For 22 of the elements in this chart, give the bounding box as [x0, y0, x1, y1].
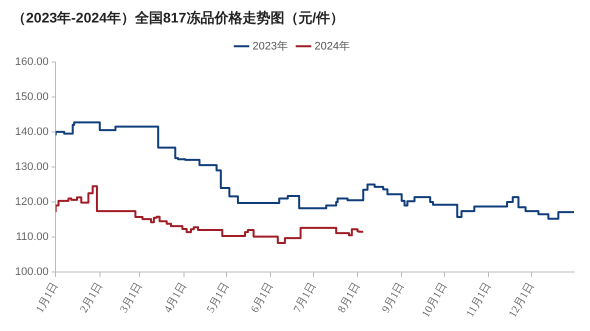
y-tick-label: 130.00 — [14, 160, 49, 173]
y-tick-label: 160.00 — [14, 56, 49, 68]
x-tick-label: 10月1日 — [420, 280, 450, 320]
x-tick-label: 11月1日 — [464, 280, 494, 320]
chart-title: （2023年-2024年）全国817冻品价格走势图（元/件） — [12, 9, 344, 26]
y-tick-label: 150.00 — [14, 90, 49, 103]
x-tick-label: 9月1日 — [380, 280, 407, 315]
x-tick-label: 1月1日 — [34, 280, 61, 315]
y-tick-label: 100.00 — [14, 266, 49, 278]
x-tick-label: 7月1日 — [292, 280, 318, 315]
x-tick-label: 6月1日 — [248, 280, 276, 315]
x-tick-label: 5月1日 — [204, 280, 232, 315]
x-tick-label: 8月1日 — [336, 280, 363, 315]
x-tick-label: 12月1日 — [506, 280, 536, 320]
x-tick-label: 2月1日 — [78, 280, 105, 315]
legend-label: 2024年 — [314, 40, 350, 52]
y-tick-label: 140.00 — [14, 126, 49, 138]
legend-label: 2023年 — [252, 40, 288, 52]
y-tick-label: 120.00 — [14, 196, 49, 208]
x-tick-label: 4月1日 — [162, 280, 189, 315]
x-tick-label: 3月1日 — [118, 280, 145, 315]
y-tick-label: 110.00 — [16, 231, 49, 244]
